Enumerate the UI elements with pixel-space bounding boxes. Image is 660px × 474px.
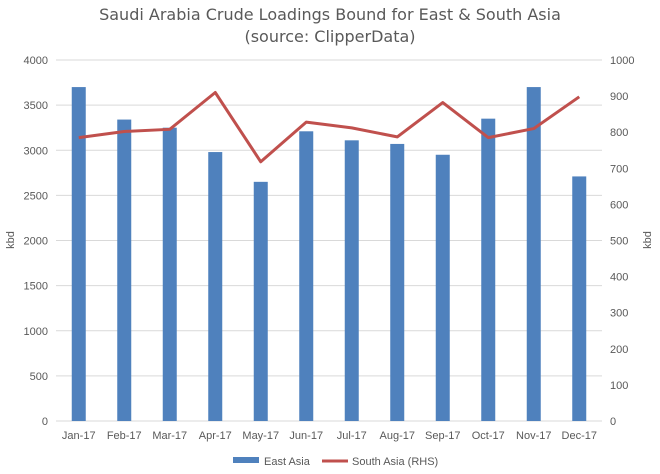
legend: East Asia South Asia (RHS) xyxy=(233,456,438,468)
x-tick-label: Jun-17 xyxy=(289,430,323,442)
y-right-tick-label: 400 xyxy=(610,272,628,284)
bar-east-asia xyxy=(572,176,587,421)
y-left-tick-label: 1500 xyxy=(24,281,48,293)
bar-east-asia xyxy=(71,87,86,421)
legend-label-east-asia: East Asia xyxy=(264,456,311,468)
y-right-tick-label: 0 xyxy=(610,416,616,428)
axes: 0 500 1000 1500 2000 2500 3000 3500 4000 0 100 200 3… xyxy=(24,55,635,442)
y-left-tick-label: 2000 xyxy=(24,236,48,248)
legend-label-south-asia: South Asia (RHS) xyxy=(352,456,438,468)
bar-series xyxy=(71,87,587,422)
bar-east-asia xyxy=(435,154,450,421)
y-right-tick-label: 100 xyxy=(610,380,628,392)
chart-subtitle: (source: ClipperData) xyxy=(244,27,415,46)
y-left-tick-label: 3500 xyxy=(24,100,48,112)
y-right-tick-label: 1000 xyxy=(610,55,634,67)
y-left-tick-label: 2500 xyxy=(24,190,48,202)
x-tick-label: Jan-17 xyxy=(62,430,96,442)
y-right-tick-label: 200 xyxy=(610,344,628,356)
chart-title: Saudi Arabia Crude Loadings Bound for Ea… xyxy=(99,5,561,24)
bar-east-asia xyxy=(299,131,314,422)
bar-east-asia xyxy=(344,140,359,421)
legend-swatch-east-asia xyxy=(233,457,259,463)
x-tick-label: Dec-17 xyxy=(562,430,597,442)
y-left-tick-label: 4000 xyxy=(24,55,48,67)
y-right-tick-label: 300 xyxy=(610,308,628,320)
y-left-tick-label: 3000 xyxy=(24,145,48,157)
gridlines xyxy=(56,59,602,422)
bar-east-asia xyxy=(162,127,177,421)
y-right-tick-label: 600 xyxy=(610,199,628,211)
x-tick-label: Oct-17 xyxy=(472,430,505,442)
x-tick-label: May-17 xyxy=(242,430,279,442)
bar-east-asia xyxy=(390,143,405,421)
x-tick-label: Jul-17 xyxy=(337,430,367,442)
line-south-asia xyxy=(78,90,581,164)
y-right-tick-label: 900 xyxy=(610,91,628,103)
y-right-tick-label: 700 xyxy=(610,163,628,175)
y-left-tick-label: 1000 xyxy=(24,326,48,338)
x-tick-label: Aug-17 xyxy=(380,430,415,442)
x-tick-label: Apr-17 xyxy=(199,430,232,442)
bar-east-asia xyxy=(208,152,223,421)
x-tick-label: Feb-17 xyxy=(107,430,142,442)
y-left-tick-label: 500 xyxy=(30,371,48,383)
y-axis-left-label: kbd xyxy=(5,231,17,249)
bar-east-asia xyxy=(117,119,132,421)
y-left-tick-label: 0 xyxy=(42,416,48,428)
y-right-tick-label: 500 xyxy=(610,236,628,248)
y-right-tick-label: 800 xyxy=(610,127,628,139)
bar-east-asia xyxy=(481,118,496,421)
x-tick-label: Sep-17 xyxy=(425,430,460,442)
x-tick-label: Mar-17 xyxy=(152,430,187,442)
bar-east-asia xyxy=(526,87,541,421)
bar-east-asia xyxy=(253,181,268,421)
x-tick-label: Nov-17 xyxy=(516,430,551,442)
line-series xyxy=(78,90,581,164)
y-axis-right-label: kbd xyxy=(642,231,654,249)
